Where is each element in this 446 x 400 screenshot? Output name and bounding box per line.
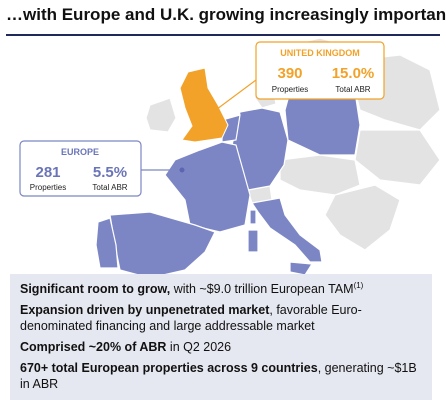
ireland xyxy=(145,97,177,133)
bullet-bold: 670+ total European properties across 9 … xyxy=(20,361,318,376)
bullet: 670+ total European properties across 9 … xyxy=(20,360,422,392)
balkans xyxy=(324,184,401,251)
stat-caption: Properties xyxy=(30,183,66,192)
title: …with Europe and U.K. growing increasing… xyxy=(6,5,446,24)
bullet-bold: Significant room to grow, xyxy=(20,282,171,297)
stat-caption: Total ABR xyxy=(335,85,370,94)
bullet: Comprised ~20% of ABR in Q2 2026 xyxy=(20,339,422,355)
footnote-ref: (1) xyxy=(353,281,364,290)
france xyxy=(164,141,251,233)
bullet-text: in Q2 2026 xyxy=(166,340,232,355)
connector-dot xyxy=(202,115,208,121)
ukraine xyxy=(354,129,441,186)
bullet-box: Significant room to grow, with ~$9.0 tri… xyxy=(10,274,432,400)
stat-value: 5.5% xyxy=(93,164,127,181)
bullet-text: , favorable Euro-denominated financing a… xyxy=(20,303,362,334)
stat-caption: Properties xyxy=(272,85,308,94)
callout-box xyxy=(19,140,142,197)
stat-value: 15.0% xyxy=(332,65,375,82)
callout-label: EUROPE xyxy=(61,147,99,157)
stat-value: 390 xyxy=(277,65,302,82)
bullet-bold: Comprised ~20% of ABR xyxy=(20,340,167,355)
italy xyxy=(250,197,323,263)
bullet: Significant room to grow, with ~$9.0 tri… xyxy=(20,278,422,297)
map xyxy=(95,37,441,279)
bullet-text: , generating ~$1B in ABR xyxy=(20,361,417,392)
bullet: Expansion driven by unpenetrated market,… xyxy=(20,302,422,334)
united-kingdom xyxy=(179,67,229,143)
sardinia xyxy=(247,229,259,253)
stat-value: 281 xyxy=(35,164,60,181)
connector xyxy=(204,79,257,119)
bullet-bold: Expansion driven by unpenetrated market xyxy=(20,303,270,318)
portugal xyxy=(95,217,119,269)
stat-caption: Total ABR xyxy=(92,183,127,192)
connector-dot xyxy=(179,167,185,173)
callout-label: UNITED KINGDOM xyxy=(280,48,360,58)
bullet-text: with ~$9.0 trillion European TAM xyxy=(170,282,354,297)
central-east xyxy=(279,154,361,196)
corsica xyxy=(249,209,257,225)
callout-box xyxy=(255,41,385,100)
